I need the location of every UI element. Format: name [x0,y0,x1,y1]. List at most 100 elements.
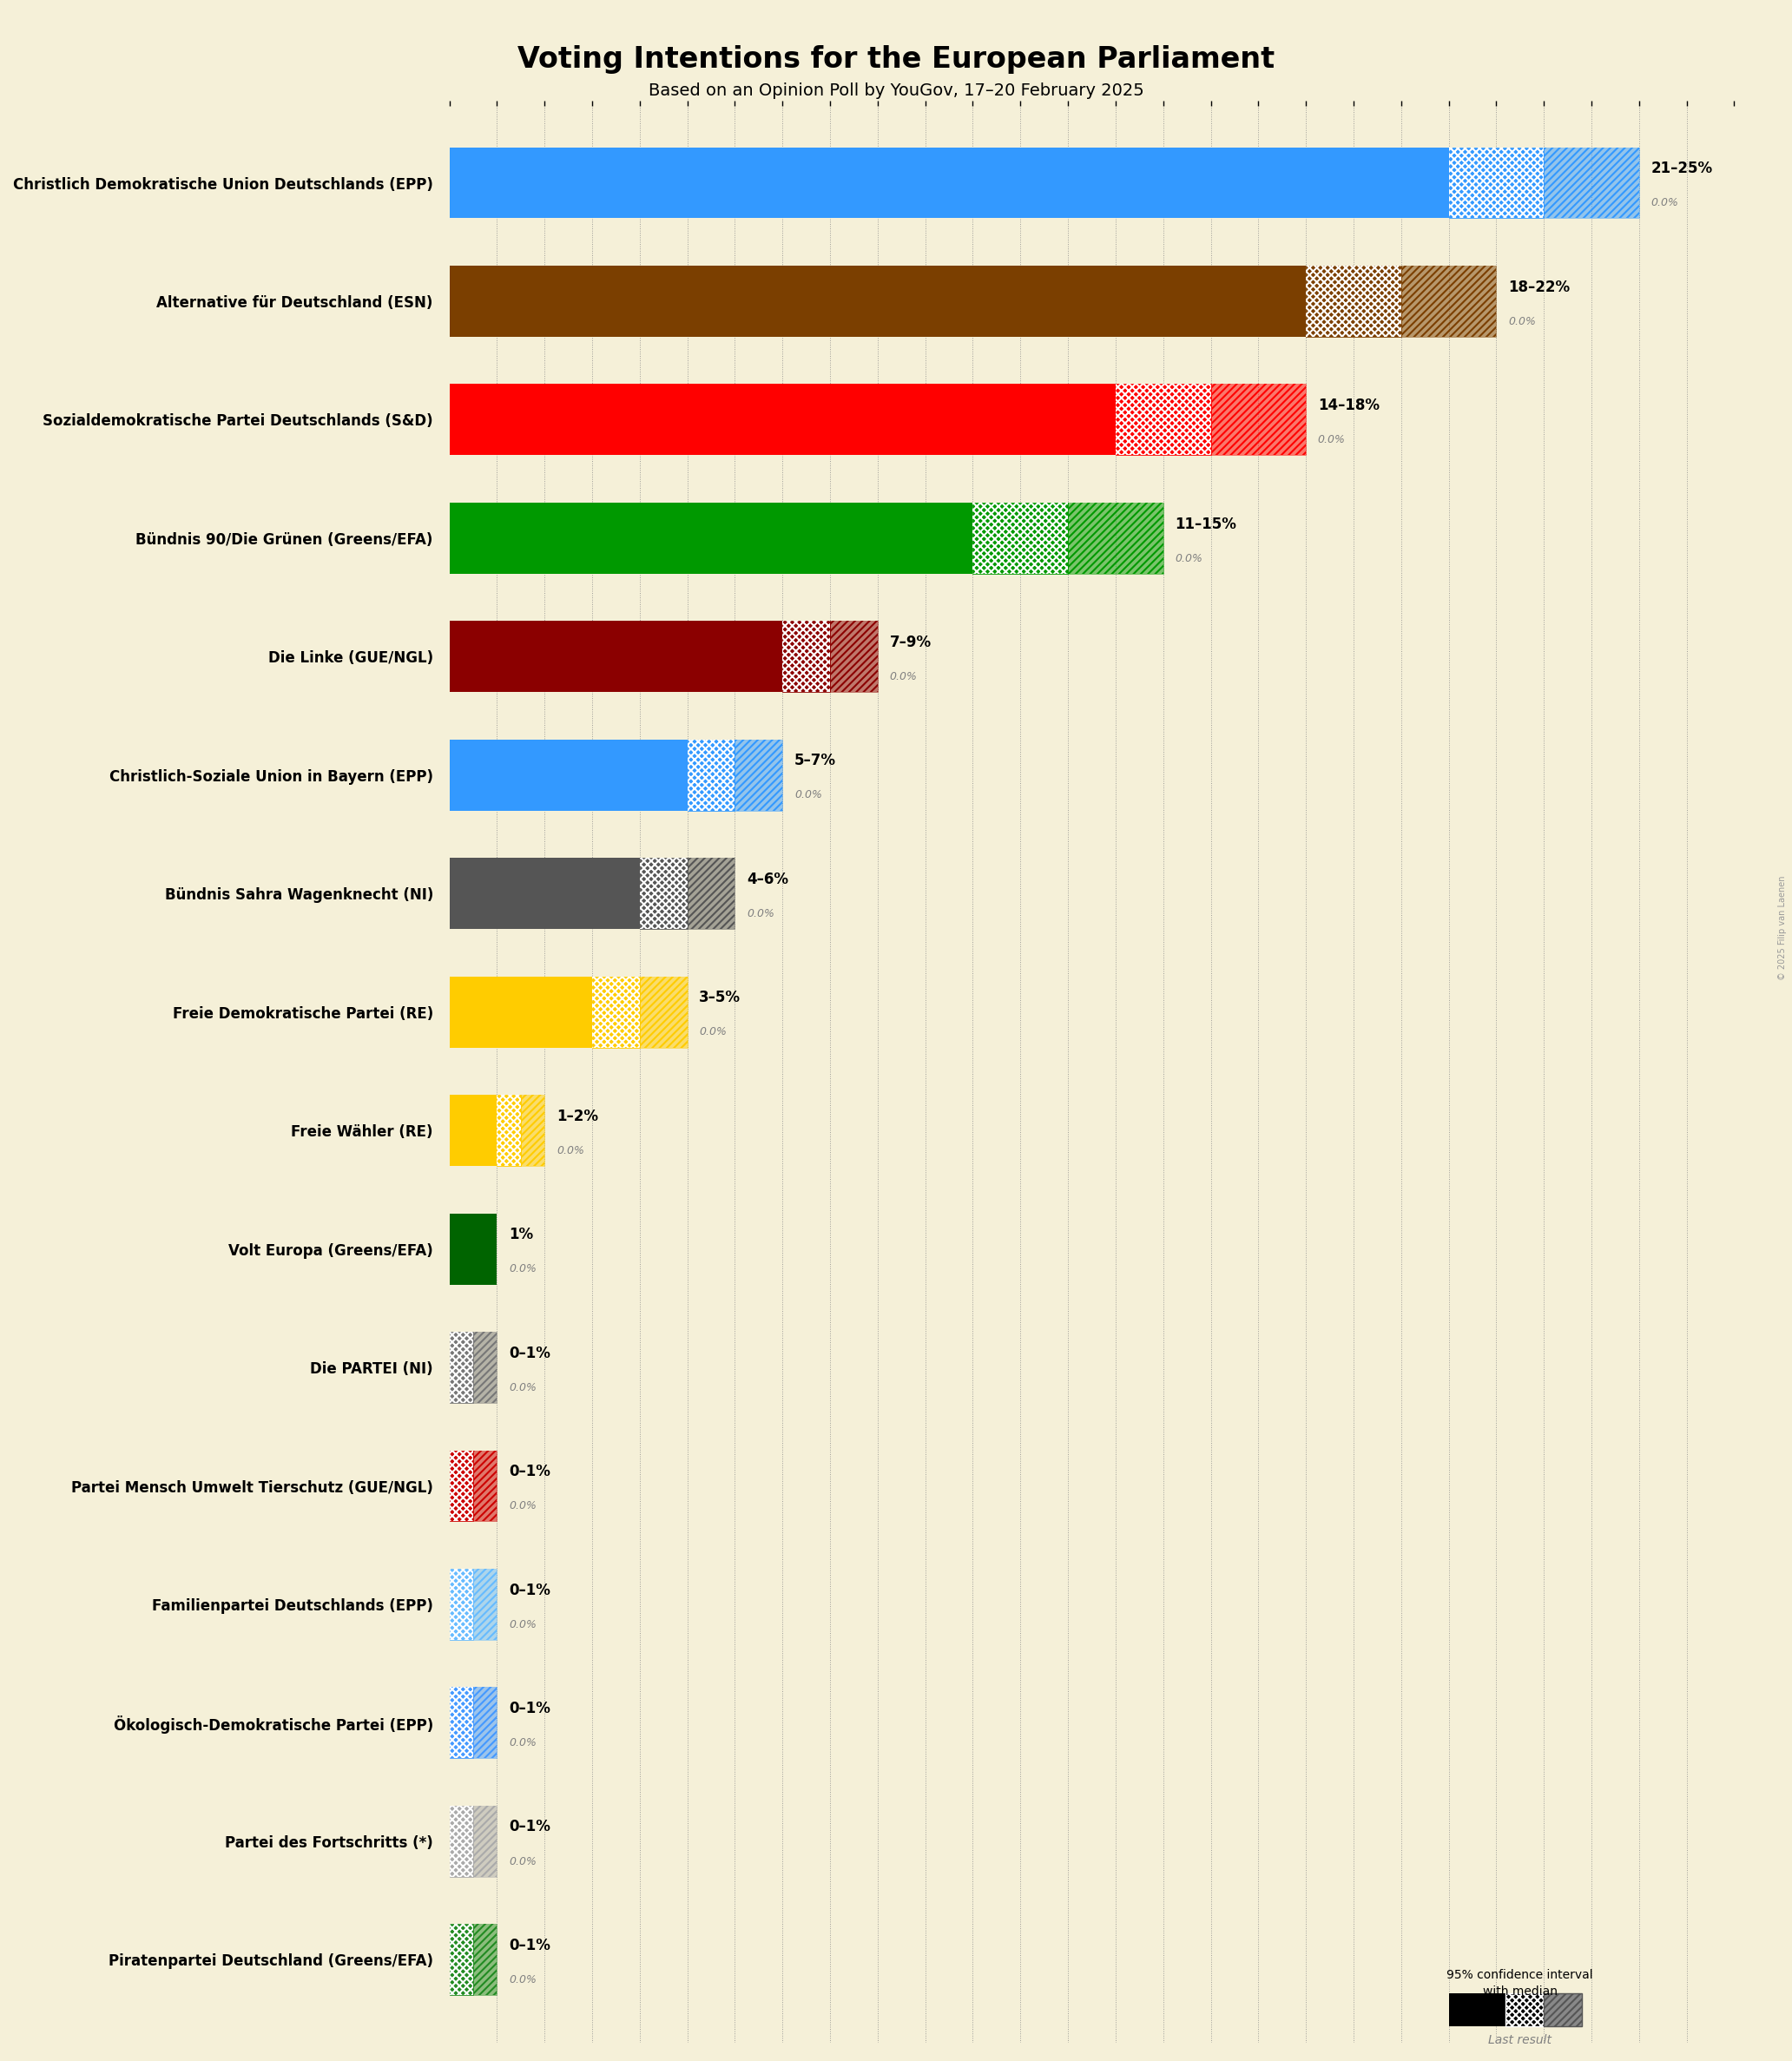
Bar [450,1688,473,1758]
Bar [735,740,783,810]
Text: 0.0%: 0.0% [699,1026,728,1039]
Bar [1448,146,1545,218]
Bar [450,503,973,573]
Bar [496,1094,521,1167]
Bar [473,1688,496,1758]
Bar [830,620,878,692]
Text: © 2025 Filip van Laenen: © 2025 Filip van Laenen [1778,876,1787,979]
Text: 0–1%: 0–1% [509,1583,550,1597]
Text: 4–6%: 4–6% [747,872,788,886]
Text: 0.0%: 0.0% [889,672,918,682]
Bar [1401,266,1496,336]
Bar [591,977,640,1047]
Bar [1116,383,1211,455]
Bar [1448,1993,1505,2026]
Bar [473,1568,496,1641]
Text: 18–22%: 18–22% [1509,278,1570,295]
Bar [496,1094,521,1167]
Bar [473,1451,496,1521]
Text: 14–18%: 14–18% [1317,398,1380,414]
Text: 95% confidence interval
with median: 95% confidence interval with median [1446,1968,1593,1997]
Bar [473,1568,496,1641]
Text: Based on an Opinion Poll by YouGov, 17–20 February 2025: Based on an Opinion Poll by YouGov, 17–2… [649,82,1143,99]
Bar [973,503,1068,573]
Bar [688,857,735,930]
Bar [688,857,735,930]
Bar [1068,503,1163,573]
Bar [1211,383,1306,455]
Bar [521,1094,545,1167]
Text: 0.0%: 0.0% [1650,198,1679,208]
Bar [450,1451,473,1521]
Bar [450,1451,473,1521]
Bar [735,740,783,810]
Bar [450,620,783,692]
Text: Voting Intentions for the European Parliament: Voting Intentions for the European Parli… [518,45,1274,74]
Bar [473,1805,496,1878]
Text: 0.0%: 0.0% [747,909,774,919]
Bar [1545,146,1640,218]
Bar [688,740,735,810]
Bar [450,740,688,810]
Bar [1545,1993,1582,2026]
Text: 0–1%: 0–1% [509,1463,550,1480]
Bar [473,1805,496,1878]
Bar [473,1331,496,1404]
Text: 21–25%: 21–25% [1650,161,1713,177]
Bar [450,1331,473,1404]
Bar [450,977,591,1047]
Text: 0.0%: 0.0% [509,1263,536,1274]
Bar [1306,266,1401,336]
Text: Last result: Last result [1489,2034,1552,2047]
Bar [640,977,688,1047]
Bar [783,620,830,692]
Bar [450,1331,473,1404]
Bar [640,857,688,930]
Text: 0.0%: 0.0% [1176,552,1202,565]
Text: 0.0%: 0.0% [509,1855,536,1867]
Bar [1505,1993,1545,2026]
Text: 0.0%: 0.0% [509,1500,536,1511]
Text: 0–1%: 0–1% [509,1700,550,1717]
Bar [450,1214,496,1284]
Bar [450,1688,473,1758]
Text: 0.0%: 0.0% [1317,435,1346,445]
Bar [450,1568,473,1641]
Bar [830,620,878,692]
Bar [1545,146,1640,218]
Bar [450,1094,496,1167]
Text: 0–1%: 0–1% [509,1820,550,1834]
Bar [521,1094,545,1167]
Bar [640,977,688,1047]
Bar [450,383,1116,455]
Bar [1068,503,1163,573]
Bar [473,1451,496,1521]
Text: 0.0%: 0.0% [509,1381,536,1393]
Bar [473,1688,496,1758]
Text: 3–5%: 3–5% [699,989,740,1006]
Bar [450,1568,473,1641]
Bar [783,620,830,692]
Bar [450,266,1306,336]
Bar [688,740,735,810]
Text: 0.0%: 0.0% [1509,315,1536,328]
Bar [450,857,640,930]
Bar [640,857,688,930]
Text: 5–7%: 5–7% [794,752,837,769]
Text: 1%: 1% [509,1226,534,1243]
Text: 0.0%: 0.0% [509,1974,536,1985]
Bar [591,977,640,1047]
Bar [450,146,1448,218]
Bar [473,1925,496,1995]
Bar [1401,266,1496,336]
Text: 0.0%: 0.0% [509,1737,536,1748]
Text: 0–1%: 0–1% [509,1346,550,1360]
Text: 0.0%: 0.0% [794,789,823,802]
Bar [450,1925,473,1995]
Bar [1116,383,1211,455]
Bar [1211,383,1306,455]
Text: 11–15%: 11–15% [1176,515,1236,532]
Bar [450,1805,473,1878]
Text: 1–2%: 1–2% [557,1109,599,1123]
Bar [1306,266,1401,336]
